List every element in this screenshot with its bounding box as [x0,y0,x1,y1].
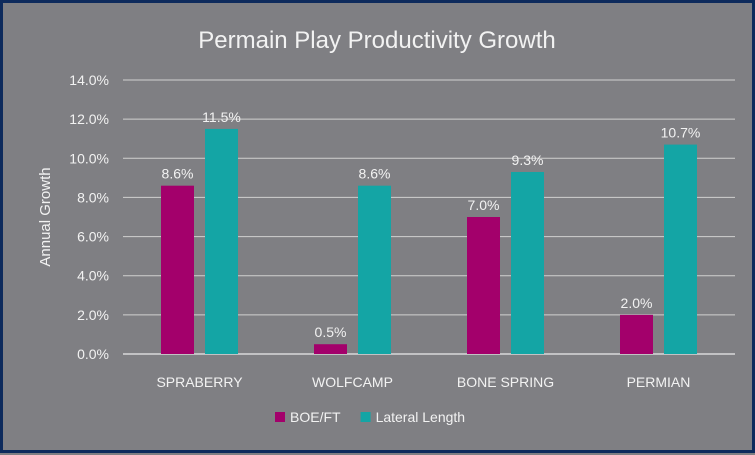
y-axis-label: Annual Growth [37,167,54,266]
bar-boe-ft [314,344,347,354]
legend-swatch [360,412,371,422]
bar-lateral-length [358,185,391,354]
x-tick-label: PERMIAN [627,374,691,390]
bar-chart: Permain Play Productivity Growth Annual … [37,27,735,425]
bar-boe-ft [161,185,194,354]
y-tick-label: 6.0% [77,229,109,245]
y-tick-label: 14.0% [69,72,109,88]
bar-boe-ft [620,314,653,354]
x-tick-label: SPRABERRY [156,374,243,390]
y-tick-label: 0.0% [77,346,109,362]
data-label: 8.6% [359,166,391,182]
bar-lateral-length [511,171,544,354]
y-tick-label: 10.0% [69,150,109,166]
y-tick-label: 8.0% [77,189,109,205]
chart-title: Permain Play Productivity Growth [198,27,555,54]
legend-label: BOE/FT [290,409,341,425]
data-label: 11.5% [202,109,241,125]
y-tick-label: 12.0% [69,111,109,127]
bar-lateral-length [205,128,238,354]
y-tick-label: 2.0% [77,307,109,323]
data-label: 2.0% [621,295,653,311]
data-label: 9.3% [512,152,544,168]
bar-boe-ft [467,217,500,354]
data-label: 0.5% [315,324,347,340]
data-label: 8.6% [162,166,194,182]
bar-lateral-length [664,144,697,354]
legend-swatch [275,412,285,422]
x-tick-label: BONE SPRING [457,374,554,390]
data-label: 10.7% [661,125,701,141]
x-tick-label: WOLFCAMP [312,374,393,390]
y-tick-label: 4.0% [77,268,109,284]
legend-label: Lateral Length [376,409,466,425]
data-label: 7.0% [468,197,500,213]
